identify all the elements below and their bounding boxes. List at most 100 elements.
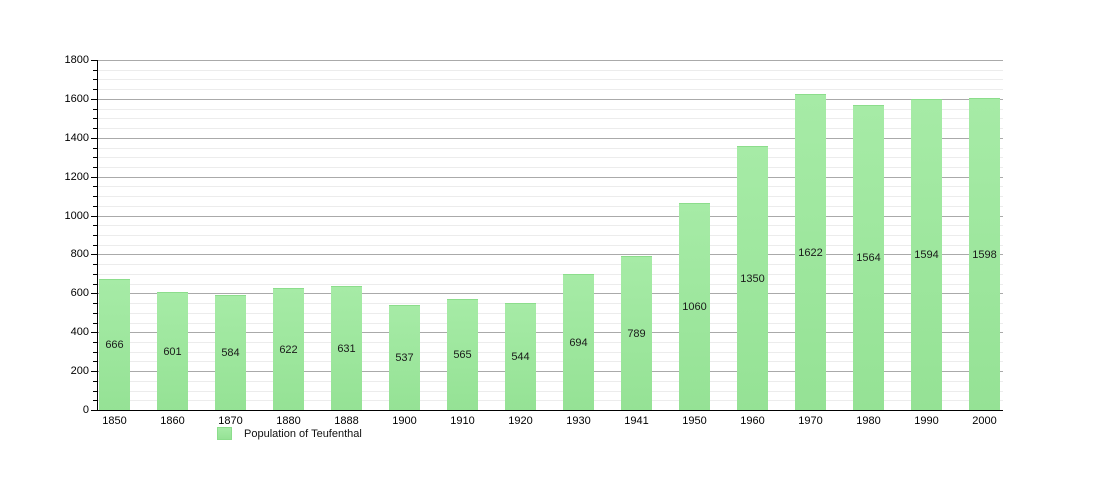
y-axis-tick — [91, 371, 97, 372]
major-gridline — [97, 138, 1003, 139]
major-gridline — [97, 60, 1003, 61]
minor-gridline — [97, 225, 1003, 226]
bar-value-label: 1564 — [856, 252, 881, 264]
minor-gridline — [97, 361, 1003, 362]
bar-value-label: 565 — [453, 349, 472, 361]
y-axis-tick — [93, 323, 97, 324]
minor-gridline — [97, 391, 1003, 392]
bar: 622 — [273, 288, 304, 410]
x-tick-label: 1880 — [276, 415, 301, 427]
x-tick-label: 1850 — [102, 415, 127, 427]
minor-gridline — [97, 400, 1003, 401]
y-tick-label: 400 — [70, 326, 89, 338]
major-gridline — [97, 216, 1003, 217]
x-tick-label: 1870 — [218, 415, 243, 427]
y-axis-tick — [91, 254, 97, 255]
y-axis-tick — [91, 60, 97, 61]
bar-value-label: 1060 — [682, 301, 707, 313]
y-axis-tick — [93, 352, 97, 353]
minor-gridline — [97, 381, 1003, 382]
minor-gridline — [97, 245, 1003, 246]
bar-value-label: 601 — [163, 345, 182, 358]
y-axis-tick — [93, 274, 97, 275]
major-gridline — [97, 254, 1003, 255]
minor-gridline — [97, 274, 1003, 275]
minor-gridline — [97, 284, 1003, 285]
y-axis-line — [97, 60, 98, 411]
y-tick-label: 1400 — [64, 132, 89, 144]
bar-value-label: 537 — [395, 352, 414, 364]
bar-value-label: 1622 — [798, 246, 823, 259]
bar: 584 — [215, 295, 246, 410]
bar: 1060 — [679, 203, 710, 410]
minor-gridline — [97, 157, 1003, 158]
y-axis-tick — [91, 138, 97, 139]
minor-gridline — [97, 89, 1003, 90]
bar: 631 — [331, 286, 362, 410]
y-axis-tick — [93, 109, 97, 110]
y-axis-tick — [93, 284, 97, 285]
bar-value-label: 1350 — [740, 272, 765, 285]
y-axis-tick — [93, 196, 97, 197]
y-axis-tick — [93, 342, 97, 343]
minor-gridline — [97, 118, 1003, 119]
major-gridline — [97, 371, 1003, 372]
y-axis-tick — [93, 157, 97, 158]
y-tick-label: 200 — [70, 365, 89, 377]
minor-gridline — [97, 148, 1003, 149]
x-tick-label: 1930 — [566, 415, 591, 427]
bar: 666 — [99, 279, 130, 410]
bar: 1622 — [795, 94, 826, 410]
bar-value-label: 544 — [511, 351, 530, 363]
minor-gridline — [97, 264, 1003, 265]
x-tick-label: 1910 — [450, 415, 475, 427]
bar-value-label: 1594 — [914, 249, 939, 261]
minor-gridline — [97, 206, 1003, 207]
x-tick-label: 1990 — [914, 415, 939, 427]
minor-gridline — [97, 196, 1003, 197]
plot-area: 666 601 584 622 631 537 565 544 694 789 1060 1350 16… — [65, 54, 1003, 427]
minor-gridline — [97, 128, 1003, 129]
legend-label: Population of Teufenthal — [244, 427, 362, 440]
y-axis-tick — [91, 410, 97, 411]
bar: 1350 — [737, 146, 768, 410]
x-tick-label: 1888 — [334, 415, 359, 427]
x-tick-label: 1980 — [856, 415, 881, 427]
bar: 601 — [157, 292, 188, 410]
bar: 1598 — [969, 98, 1000, 410]
y-axis-tick — [91, 332, 97, 333]
y-axis-tick — [93, 79, 97, 80]
y-axis-tick — [93, 186, 97, 187]
minor-gridline — [97, 303, 1003, 304]
y-axis-tick — [93, 245, 97, 246]
y-axis-tick — [91, 293, 97, 294]
y-axis-tick — [93, 118, 97, 119]
x-tick-label: 1860 — [160, 415, 185, 427]
x-tick-label: 1900 — [392, 415, 417, 427]
y-tick-label: 0 — [82, 404, 89, 416]
minor-gridline — [97, 79, 1003, 80]
x-tick-label: 2000 — [972, 415, 997, 427]
major-gridline — [97, 332, 1003, 333]
y-axis-tick — [93, 128, 97, 129]
minor-gridline — [97, 342, 1003, 343]
y-axis-tick — [93, 235, 97, 236]
y-axis-tick — [93, 167, 97, 168]
y-tick-label: 1600 — [64, 93, 89, 105]
bar: 1594 — [911, 99, 942, 410]
x-axis-line — [97, 410, 1003, 411]
bar: 544 — [505, 303, 536, 410]
y-axis-tick — [91, 216, 97, 217]
y-axis-tick — [93, 381, 97, 382]
major-gridline — [97, 99, 1003, 100]
y-axis-tick — [91, 177, 97, 178]
y-tick-label: 600 — [70, 287, 89, 299]
y-tick-label: 1000 — [64, 210, 89, 222]
bar-value-label: 622 — [279, 343, 298, 356]
x-tick-label: 1941 — [624, 415, 649, 427]
minor-gridline — [97, 167, 1003, 168]
minor-gridline — [97, 186, 1003, 187]
bar: 789 — [621, 256, 652, 410]
bar: 565 — [447, 299, 478, 410]
